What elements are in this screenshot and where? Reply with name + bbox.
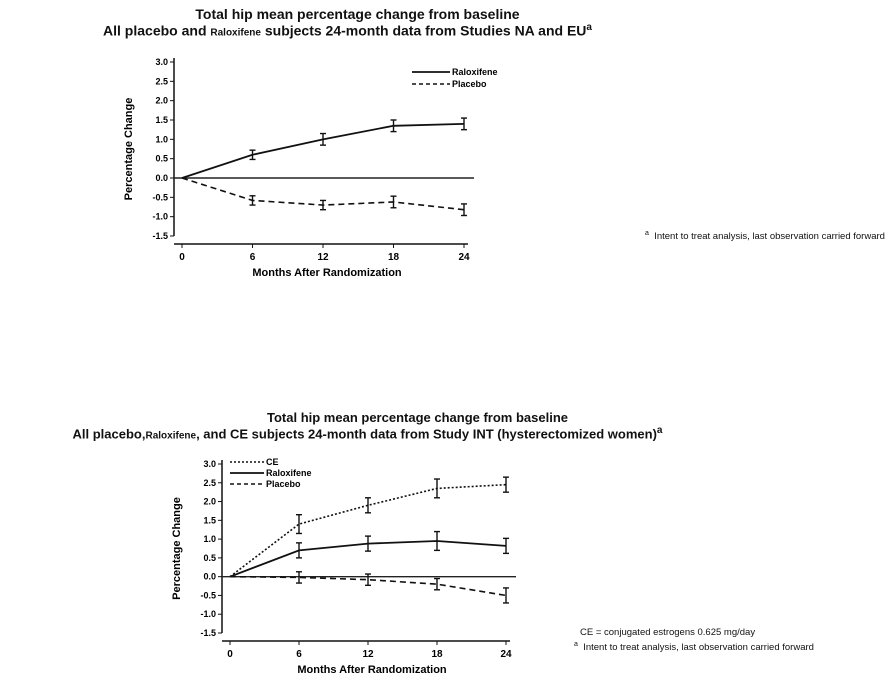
chart-2-y-tick-label-3: 1.5 [203,515,216,525]
chart-1-y-tick-label-4: 1.0 [155,134,168,144]
chart-1-subtitle-drug: Raloxifene [210,27,261,39]
chart-1-footnote-1: a Intent to treat analysis, last observa… [645,230,885,242]
chart-2-subtitle-drug: Raloxifene [145,430,197,442]
chart-2-footnote-2-text: Intent to treat analysis, last observati… [583,642,814,654]
chart-2-series-raloxifene-errorbar-4 [503,537,509,555]
chart-2-y-tick-label-9: -1.5 [200,628,216,638]
chart-1-series-raloxifene-errorbar-3 [390,119,397,133]
chart-1-y-tick-label-2: 2.0 [155,96,168,106]
chart-1-series-raloxifene-errorbar-1 [249,149,256,161]
chart-2-series-ce-errorbar-1 [296,513,302,535]
chart-2-x-axis-label: Months After Randomization [297,664,447,676]
chart-2-subtitle-part1: All placebo, [72,426,146,442]
chart-1-subtitle-part1: All placebo and [103,22,211,39]
chart-1-subtitle-part2: subjects 24-month data from Studies NA a… [260,22,587,39]
chart-2-y-tick-label-4: 1.0 [203,534,216,544]
chart-1-subtitle: All placebo and Raloxifene subjects 24-m… [0,22,795,39]
chart-1-footnote-1-text: Intent to treat analysis, last observati… [654,231,885,243]
chart-2-y-tick-label-7: -0.5 [200,590,216,600]
chart-2-footnote-2: a Intent to treat analysis, last observa… [574,641,814,653]
chart-1-series-placebo-errorbar-1 [249,195,256,206]
chart-2-series-placebo-errorbar-3 [434,577,440,591]
chart-2-x-tick-label-2: 12 [362,649,374,660]
chart-1-series-raloxifene-line [181,122,465,179]
chart-1: Total hip mean percentage change from ba… [0,0,895,300]
chart-1-y-tick-label-9: -1.5 [152,231,168,241]
chart-1-legend-placebo-label: Placebo [452,79,487,89]
chart-1-y-axis-label: Percentage Change [123,98,135,201]
chart-2-x-tick-label-4: 24 [500,649,512,660]
chart-2-legend-ce-label: CE [266,457,279,467]
chart-1-series-raloxifene-errorbar-2 [320,132,326,146]
chart-1-y-tick-label-7: -0.5 [152,192,168,202]
chart-2-legend-raloxifene-label: Raloxifene [266,468,312,478]
chart-2-x-tick-label-3: 18 [431,649,443,660]
chart-2-y-tick-label-0: 3.0 [203,459,216,469]
chart-2-footnote-1: CE = conjugated estrogens 0.625 mg/day [580,627,755,638]
chart-2-subtitle-sup: a [656,425,663,436]
chart-1-y-tick-label-8: -1.0 [152,212,168,222]
chart-2-subtitle: All placebo,Raloxifene, and CE subjects … [0,425,815,441]
chart-1-series-raloxifene-errorbar-4 [461,117,467,131]
chart-2-y-tick-label-6: 0.0 [203,572,216,582]
chart-1-series-placebo-errorbar-4 [461,203,467,217]
chart-2-series-ce-errorbar-3 [434,478,440,499]
chart-1-x-tick-label-2: 12 [317,252,329,263]
chart-2-series-raloxifene-errorbar-3 [434,530,440,552]
chart-2-y-tick-label-5: 0.5 [203,553,216,563]
chart-1-subtitle-sup: a [586,22,592,33]
chart-1-title: Total hip mean percentage change from ba… [195,6,520,22]
chart-1-x-axis-label: Months After Randomization [252,267,402,279]
chart-2-y-tick-label-1: 2.5 [203,478,216,488]
chart-1-y-tick-label-0: 3.0 [155,57,168,67]
chart-2-series-ce-line [229,483,507,578]
chart-1-y-tick-label-3: 1.5 [155,115,168,125]
chart-2-series-placebo-errorbar-2 [365,573,371,587]
chart-2-series-placebo-errorbar-4 [503,587,509,604]
chart-1-x-tick-label-1: 6 [250,252,256,263]
chart-2-series-ce-errorbar-4 [503,476,509,493]
chart-1-series-placebo-errorbar-3 [390,195,397,209]
chart-2-y-tick-label-2: 2.0 [203,497,216,507]
chart-1-legend-raloxifene-label: Raloxifene [452,67,498,77]
chart-2-series-raloxifene-errorbar-2 [365,535,371,552]
chart-2-x-tick-label-1: 6 [296,649,302,660]
chart-1-series-placebo-errorbar-2 [320,199,326,211]
chart-1-plot: 3.0 2.5 2.0 1.5 1.0 0.5 0.0 -0.5 -1.0 -1.5 0 6 12 18 2… [123,57,498,279]
chart-1-footnote-1-marker: a [645,230,649,237]
chart-2-series-placebo-errorbar-1 [296,571,302,584]
chart-2-legend-placebo-label: Placebo [266,479,301,489]
chart-1-x-tick-label-0: 0 [179,252,185,263]
chart-2-title: Total hip mean percentage change from ba… [267,410,568,425]
chart-1-y-tick-label-6: 0.0 [155,173,168,183]
chart-1-x-tick-label-4: 24 [458,252,470,263]
chart-2-plot: 3.0 2.5 2.0 1.5 1.0 0.5 0.0 -0.5 -1.0 -1.5 0 6 12 18 2… [171,457,516,676]
chart-2-footnote-1-text: CE = conjugated estrogens 0.625 mg/day [580,627,756,638]
chart-2-footnote-2-marker: a [574,641,578,648]
chart-1-y-tick-label-5: 0.5 [155,154,168,164]
chart-2-x-tick-label-0: 0 [227,649,233,660]
chart-2-y-axis-label: Percentage Change [171,497,183,600]
chart-2-series-placebo-line [229,575,507,597]
chart-1-x-tick-label-3: 18 [388,252,400,263]
chart-2-subtitle-part2: , and CE subjects 24-month data from Stu… [196,426,657,442]
chart-2-series-ce-errorbar-2 [365,497,371,514]
chart-2: Total hip mean percentage change from ba… [0,408,895,677]
chart-1-y-tick-label-1: 2.5 [155,76,168,86]
chart-2-y-tick-label-8: -1.0 [200,609,216,619]
chart-2-series-raloxifene-errorbar-1 [296,542,302,559]
